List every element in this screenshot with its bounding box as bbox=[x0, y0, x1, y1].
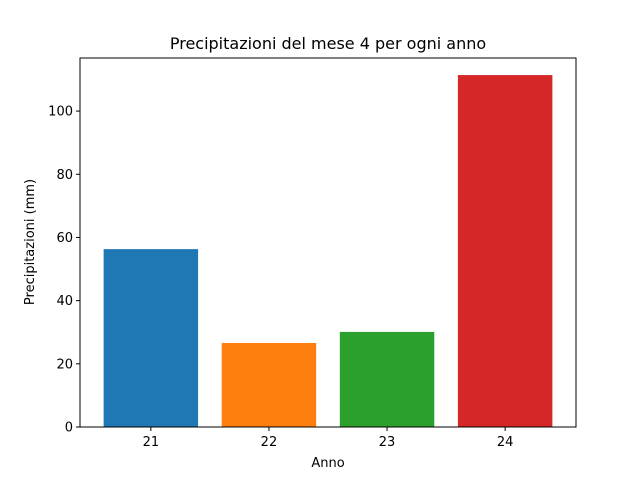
x-tick-label: 21 bbox=[143, 435, 160, 450]
y-tick-label: 80 bbox=[56, 168, 73, 183]
bar bbox=[103, 249, 199, 427]
plot-frame bbox=[79, 57, 577, 428]
chart-title: Precipitazioni del mese 4 per ogni anno bbox=[170, 34, 486, 53]
y-tick-label: 20 bbox=[56, 357, 73, 372]
bar bbox=[221, 342, 317, 427]
y-tick-label: 0 bbox=[65, 421, 73, 436]
x-tick-label: 23 bbox=[379, 435, 396, 450]
bar bbox=[457, 75, 553, 427]
x-tick-label: 22 bbox=[261, 435, 278, 450]
bar bbox=[339, 331, 435, 427]
x-tick-label: 24 bbox=[497, 435, 514, 450]
y-axis-label: Precipitazioni (mm) bbox=[23, 179, 38, 305]
y-tick-label: 100 bbox=[48, 105, 73, 120]
y-tick-label: 40 bbox=[56, 294, 73, 309]
y-tick-label: 60 bbox=[56, 231, 73, 246]
x-axis-label: Anno bbox=[311, 456, 344, 471]
